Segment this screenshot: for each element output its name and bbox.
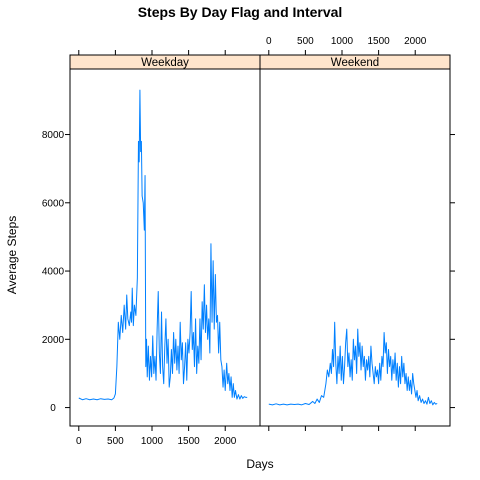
y-tick-label: 4000 — [42, 267, 65, 278]
x-tick-label-top: 500 — [297, 36, 314, 47]
x-tick-label-bottom: 0 — [76, 436, 82, 447]
strip-label-weekend: Weekend — [331, 57, 379, 69]
x-tick-label-top: 0 — [266, 36, 272, 47]
axes-layer: 0 0 500 500 1000 1000 1500 1500 2000 2000 0 2000 400… — [42, 36, 455, 447]
strip-label-weekday: Weekday — [141, 57, 189, 69]
panel-weekend: Weekend — [259, 54, 451, 427]
x-axis-label: Days — [246, 457, 273, 471]
x-tick-label-bottom: 2000 — [214, 436, 237, 447]
chart-title: Steps By Day Flag and Interval — [138, 4, 343, 20]
x-tick-label-top: 1500 — [367, 36, 390, 47]
panels-layer: Weekday Weekend — [69, 54, 451, 427]
y-axis-label: Average Steps — [5, 216, 19, 295]
panel-weekday: Weekday — [69, 54, 261, 427]
plot-area-weekday — [69, 68, 261, 427]
series-line-weekday — [78, 89, 248, 401]
x-tick-label-top: 2000 — [404, 36, 427, 47]
y-tick-label: 2000 — [42, 335, 65, 346]
x-tick-label-top: 1000 — [331, 36, 354, 47]
y-tick-label: 6000 — [42, 198, 65, 209]
x-tick-label-bottom: 1500 — [177, 436, 200, 447]
y-tick-label: 0 — [50, 403, 56, 414]
y-tick-label: 8000 — [42, 130, 65, 141]
series-line-weekend — [268, 321, 438, 406]
x-tick-label-bottom: 1000 — [141, 436, 164, 447]
plot-area-weekend — [259, 68, 451, 427]
x-tick-label-bottom: 500 — [107, 436, 124, 447]
